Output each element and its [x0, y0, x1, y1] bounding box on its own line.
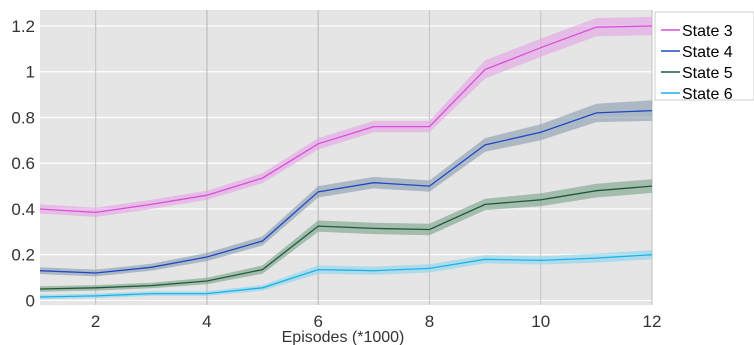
series-line-state-6 [39, 254, 653, 298]
legend-label: State 4 [682, 44, 733, 61]
band-state-3 [40, 16, 652, 218]
y-tick-label: 1.2 [11, 17, 35, 36]
series-line-state-3 [39, 25, 653, 214]
legend-label: State 3 [682, 23, 733, 40]
series-lines [39, 25, 653, 298]
series-line-state-4 [39, 109, 653, 274]
band-state-4 [40, 100, 652, 277]
confidence-bands [40, 16, 652, 300]
x-tick-label: 12 [643, 312, 662, 331]
legend-box [654, 11, 754, 101]
x-axis-ticks: 2 4 6 8 10 12 [91, 312, 662, 331]
y-tick-label: 0.6 [11, 154, 35, 173]
series-line-state-5 [39, 185, 653, 290]
legend-label: State 5 [682, 65, 733, 82]
band-state-5 [40, 179, 652, 292]
x-tick-label: 10 [531, 312, 550, 331]
x-axis-label: Episodes (*1000) [282, 329, 405, 345]
y-tick-label: 0 [26, 291, 35, 310]
x-tick-label: 8 [425, 312, 434, 331]
y-tick-label: 0.2 [11, 246, 35, 265]
band-state-6 [40, 250, 652, 300]
legend-label: State 6 [682, 86, 733, 103]
y-tick-label: 1 [26, 63, 35, 82]
x-tick-label: 6 [313, 312, 322, 331]
x-tick-label: 4 [202, 312, 211, 331]
y-axis-ticks: 0 0.2 0.4 0.6 0.8 1 1.2 [11, 17, 35, 310]
y-tick-label: 0.8 [11, 108, 35, 127]
y-tick-label: 0.4 [11, 200, 35, 219]
legend: State 3 State 4 State 5 State 6 [654, 11, 754, 103]
x-tick-label: 2 [91, 312, 100, 331]
